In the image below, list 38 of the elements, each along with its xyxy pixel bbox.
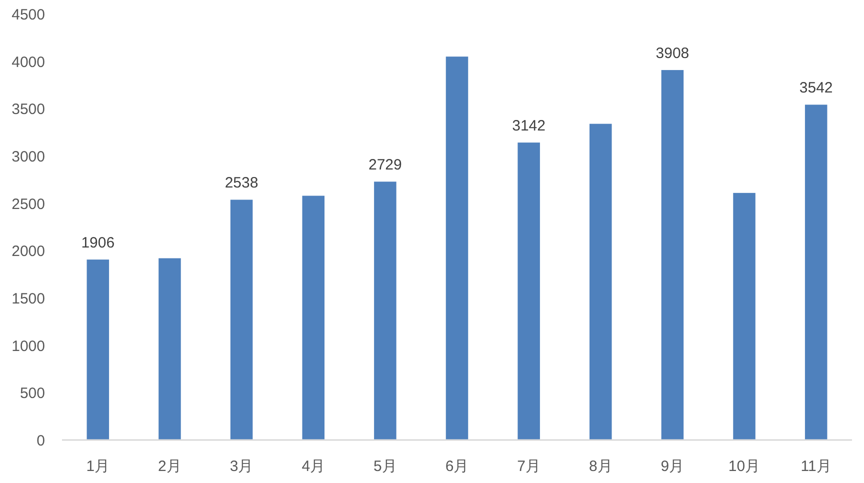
bar [302, 196, 324, 440]
x-tick-label: 6月 [445, 458, 469, 475]
y-tick-label: 4500 [12, 6, 45, 24]
data-label: 3908 [656, 45, 690, 62]
y-tick-label: 2000 [12, 243, 45, 260]
x-tick-label: 1月 [86, 458, 110, 475]
y-tick-label: 3500 [12, 101, 45, 118]
y-tick-label: 500 [20, 385, 45, 402]
x-tick-label: 7月 [517, 458, 540, 475]
x-tick-label: 8月 [588, 458, 612, 475]
x-tick-label: 11月 [800, 458, 832, 475]
data-label: 2729 [368, 156, 402, 174]
x-tick-label: 4月 [302, 458, 326, 475]
x-tick-label: 2月 [158, 458, 182, 475]
y-tick-label: 4000 [12, 54, 45, 71]
data-label: 3142 [512, 118, 546, 135]
bar [733, 192, 756, 440]
bar [804, 104, 828, 440]
bar [590, 124, 612, 440]
y-tick-label: 1500 [12, 290, 45, 308]
x-tick-label: 3月 [230, 458, 254, 475]
bar [446, 56, 468, 440]
x-tick-label: 10月 [728, 458, 760, 475]
bar [661, 70, 684, 440]
data-label: 2538 [224, 174, 258, 192]
y-tick-label: 0 [36, 432, 45, 450]
bar [230, 200, 253, 440]
y-tick-label: 2500 [12, 196, 45, 213]
y-tick-label: 1000 [12, 338, 45, 355]
bar [374, 182, 396, 440]
data-label: 3542 [799, 80, 833, 97]
bar [86, 260, 110, 440]
y-tick-label: 3000 [12, 148, 45, 166]
bar [158, 258, 181, 440]
x-tick-label: 9月 [660, 458, 684, 475]
bar [518, 142, 540, 440]
x-tick-label: 5月 [374, 458, 397, 475]
data-label: 1906 [81, 234, 115, 252]
